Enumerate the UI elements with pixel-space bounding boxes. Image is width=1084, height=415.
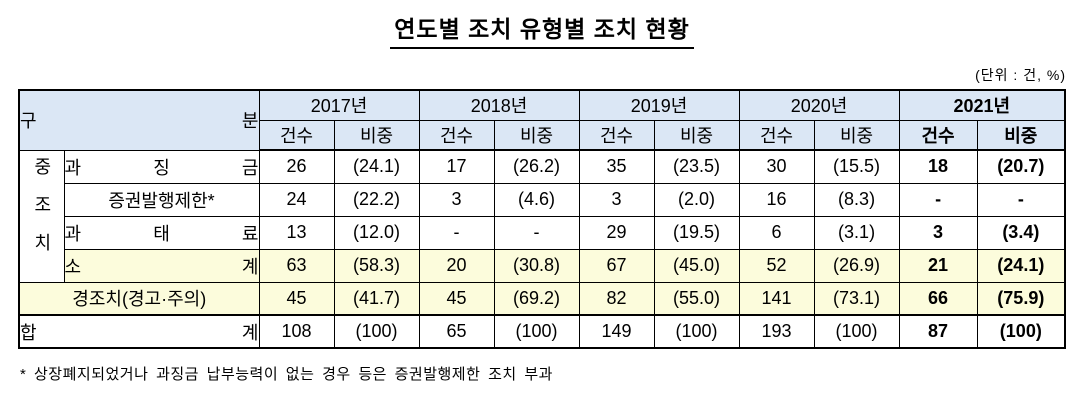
row-label: 증권발행제한* <box>63 182 260 217</box>
cell-2017-count: 45 <box>258 281 335 316</box>
year-header-2020: 2020년 <box>738 89 900 121</box>
row-label: 경조치(경고·주의) <box>18 281 260 316</box>
page: 연도별 조치 유형별 조치 현황 (단위 : 건, %) 구 분 2017년 2… <box>18 10 1067 383</box>
row-label: 합 계 <box>18 314 260 349</box>
subheader-ratio-2018: 비중 <box>493 119 580 151</box>
year-header-2021: 2021년 <box>898 89 1066 121</box>
subheader-ratio-2019: 비중 <box>653 119 740 151</box>
cell-2021-count: 87 <box>898 314 978 349</box>
title-wrap: 연도별 조치 유형별 조치 현황 <box>18 10 1066 49</box>
row-administrative-fine: 과 태 료 13 (12.0) - - 29 (19.5) 6 (3.1) 3 … <box>19 215 1066 250</box>
cell-2017-count: 108 <box>258 314 335 349</box>
cell-2021-ratio: (3.4) <box>976 215 1066 250</box>
cell-2018-count: 3 <box>418 182 495 217</box>
cell-2017-ratio: (22.2) <box>333 182 420 217</box>
subheader-count-2017: 건수 <box>258 119 335 151</box>
subheader-count-2019: 건수 <box>578 119 655 151</box>
cell-2020-ratio: (15.5) <box>813 149 900 184</box>
cell-2020-ratio: (3.1) <box>813 215 900 250</box>
row-total: 합 계 108 (100) 65 (100) 149 (100) 193 (10… <box>18 314 1066 349</box>
cell-2019-ratio: (2.0) <box>653 182 740 217</box>
cell-2020-count: 30 <box>738 149 815 184</box>
cell-2019-count: 149 <box>578 314 655 349</box>
cell-2018-count: 17 <box>418 149 495 184</box>
cell-2019-ratio: (55.0) <box>653 281 740 316</box>
subheader-count-2020: 건수 <box>738 119 815 151</box>
cell-2020-ratio: (8.3) <box>813 182 900 217</box>
cell-2019-count: 29 <box>578 215 655 250</box>
subheader-count-2018: 건수 <box>418 119 495 151</box>
cell-2021-count: 18 <box>898 149 978 184</box>
subheader-ratio-2021: 비중 <box>976 119 1066 151</box>
cell-2018-count: 45 <box>418 281 495 316</box>
row-issuance-restriction: 증권발행제한* 24 (22.2) 3 (4.6) 3 (2.0) 16 (8.… <box>19 182 1066 217</box>
cell-2019-count: 67 <box>578 248 655 283</box>
cell-2017-ratio: (24.1) <box>333 149 420 184</box>
subheader-ratio-2020: 비중 <box>813 119 900 151</box>
page-title: 연도별 조치 유형별 조치 현황 <box>390 10 694 49</box>
cell-2021-ratio: (100) <box>976 314 1066 349</box>
cell-2021-ratio: (75.9) <box>976 281 1066 316</box>
header-row-years: 구 분 2017년 2018년 2019년 2020년 2021년 <box>18 89 1066 151</box>
cell-2019-ratio: (19.5) <box>653 215 740 250</box>
row-label: 과 태 료 <box>63 215 260 250</box>
cell-2017-count: 26 <box>258 149 335 184</box>
cell-2018-count: 65 <box>418 314 495 349</box>
footnote: * 상장폐지되었거나 과징금 납부능력이 없는 경우 등은 증권발행제한 조치 … <box>20 366 553 383</box>
cell-2018-count: 20 <box>418 248 495 283</box>
group-label-text: 중조치 <box>31 156 52 271</box>
cell-2021-count: 3 <box>898 215 978 250</box>
cell-2017-count: 63 <box>258 248 335 283</box>
cell-2017-ratio: (41.7) <box>333 281 420 316</box>
cell-2017-count: 24 <box>258 182 335 217</box>
cell-2019-ratio: (45.0) <box>653 248 740 283</box>
cell-2021-ratio: - <box>976 182 1066 217</box>
cell-2018-count: - <box>418 215 495 250</box>
cell-2018-ratio: (100) <box>493 314 580 349</box>
row-penalty: 중조치 과 징 금 26 (24.1) 17 (26.2) 35 (23.5) … <box>18 149 1066 283</box>
cell-2019-count: 82 <box>578 281 655 316</box>
cell-2019-count: 35 <box>578 149 655 184</box>
cell-2018-ratio: (4.6) <box>493 182 580 217</box>
cell-2021-count: 66 <box>898 281 978 316</box>
cell-2018-ratio: (26.2) <box>493 149 580 184</box>
cell-2017-ratio: (12.0) <box>333 215 420 250</box>
group-label-heavy-measures: 중조치 <box>18 149 65 283</box>
cell-2020-ratio: (73.1) <box>813 281 900 316</box>
cell-2017-ratio: (100) <box>333 314 420 349</box>
cell-2021-count: 21 <box>898 248 978 283</box>
cell-2018-ratio: (69.2) <box>493 281 580 316</box>
year-header-2019: 2019년 <box>578 89 740 121</box>
year-header-2017: 2017년 <box>258 89 420 121</box>
cell-2020-ratio: (100) <box>813 314 900 349</box>
subheader-ratio-2017: 비중 <box>333 119 420 151</box>
cell-2018-ratio: (30.8) <box>493 248 580 283</box>
cell-2021-count: - <box>898 182 978 217</box>
header-row-subcolumns: 건수 비중 건수 비중 건수 비중 건수 비중 건수 비중 <box>19 119 1066 151</box>
cell-2019-count: 3 <box>578 182 655 217</box>
row-label: 소 계 <box>63 248 260 283</box>
cell-2020-count: 52 <box>738 248 815 283</box>
row-subtotal: 소 계 63 (58.3) 20 (30.8) 67 (45.0) 52 (26… <box>19 248 1066 283</box>
cell-2020-ratio: (26.9) <box>813 248 900 283</box>
subheader-count-2021: 건수 <box>898 119 978 151</box>
category-header: 구 분 <box>18 89 260 151</box>
cell-2020-count: 193 <box>738 314 815 349</box>
row-light-measures: 경조치(경고·주의) 45 (41.7) 45 (69.2) 82 (55.0)… <box>18 281 1066 316</box>
cell-2019-ratio: (23.5) <box>653 149 740 184</box>
cell-2020-count: 141 <box>738 281 815 316</box>
cell-2020-count: 6 <box>738 215 815 250</box>
measures-by-year-table: 구 분 2017년 2018년 2019년 2020년 2021년 건수 비중 … <box>18 89 1067 349</box>
cell-2017-ratio: (58.3) <box>333 248 420 283</box>
cell-2020-count: 16 <box>738 182 815 217</box>
unit-note: (단위 : 건, %) <box>975 67 1066 83</box>
cell-2017-count: 13 <box>258 215 335 250</box>
cell-2021-ratio: (24.1) <box>976 248 1066 283</box>
year-header-2018: 2018년 <box>418 89 580 121</box>
cell-2018-ratio: - <box>493 215 580 250</box>
row-label: 과 징 금 <box>63 149 260 184</box>
cell-2021-ratio: (20.7) <box>976 149 1066 184</box>
cell-2019-ratio: (100) <box>653 314 740 349</box>
